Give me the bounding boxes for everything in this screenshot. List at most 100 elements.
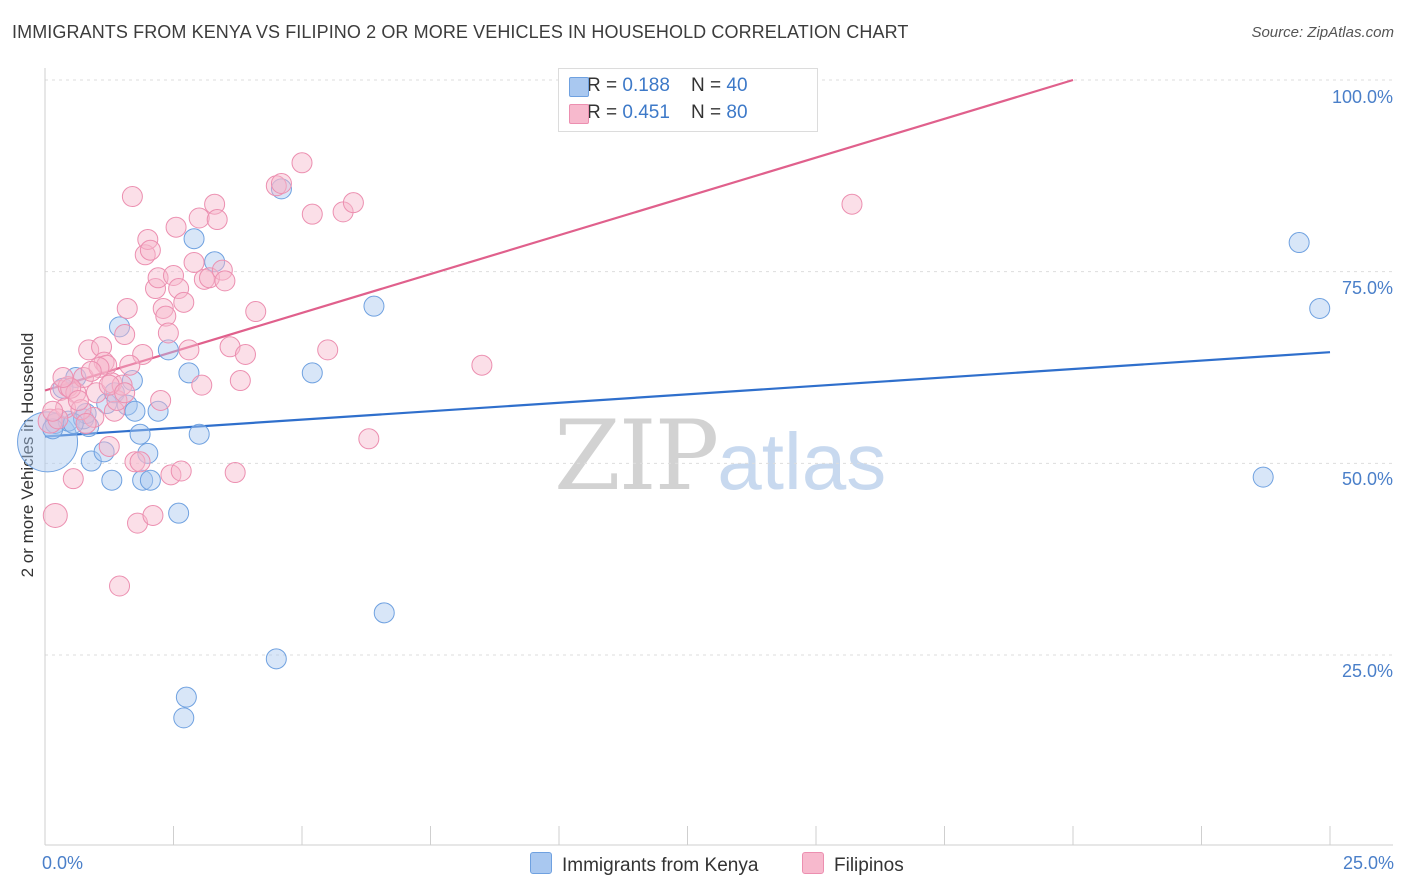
filipinos-point [214,270,236,292]
filipinos-point [137,228,159,250]
chart-title: IMMIGRANTS FROM KENYA VS FILIPINO 2 OR M… [12,22,909,42]
axes [44,68,1393,846]
filipinos-point [52,366,74,388]
filipinos-point [183,251,205,273]
filipinos-point [114,382,136,404]
legend-item-kenya[interactable]: Immigrants from Kenya [530,852,758,877]
n-value: 40 [726,75,748,96]
filipinos-point [157,322,179,344]
filipinos-point [142,504,164,526]
filipinos-point [206,209,228,231]
kenya-point [301,362,323,384]
filipinos-point [80,360,102,382]
filipinos-point [119,354,141,376]
trend-lines [44,78,1331,438]
kenya-point [265,648,287,670]
source-label: Source: ZipAtlas.com [1251,24,1394,41]
y-tick-label: 75.0% [1341,278,1393,298]
kenya-point [1252,466,1274,488]
kenya-point [121,370,143,392]
x-tick-label: 0.0% [42,853,84,873]
kenya-point [183,228,205,250]
y-tick-label: 50.0% [1341,469,1393,489]
filipinos-point [145,278,167,300]
filipinos-point [163,265,184,286]
stats-row-kenya: R = 0.188 N = 40 [569,75,748,101]
filipinos-point [245,301,267,323]
filipinos-point [111,374,133,396]
filipinos-point [841,193,863,215]
filipinos-point [198,267,220,289]
filipinos-point [317,339,339,361]
filipinos-point [170,460,192,482]
legend-item-filipinos[interactable]: Filipinos [802,852,904,877]
filipinos-point [60,377,82,399]
legend-swatch-kenya [530,852,552,874]
r-label: R = [587,75,623,96]
kenya-point [42,418,64,440]
filipinos-point [173,291,195,313]
kenya-point [1309,297,1331,319]
filipinos-point [42,400,64,422]
filipinos-point [114,324,136,346]
filipinos-point [155,305,177,327]
r-value: 0.188 [622,75,670,96]
filipinos-point [178,339,200,361]
filipinos-point [219,336,241,358]
filipinos-point [124,451,146,473]
stats-box: R = 0.188 N = 40 R = 0.451 N = 80 [558,68,818,132]
kenya-point [168,502,190,524]
kenya-point [139,469,161,491]
kenya-point [137,442,159,464]
gridlines [45,79,1393,656]
kenya-point [129,423,151,445]
kenya-point [178,362,200,384]
filipinos-point [42,502,68,528]
kenya-trend-line [44,351,1331,438]
filipinos-point [139,239,161,261]
filipinos-point [116,297,138,319]
filipinos-point [165,216,187,238]
data-points [17,152,1331,729]
filipinos-point [358,428,380,450]
filipinos-point [62,468,84,490]
legend-label-filipinos: Filipinos [834,855,904,876]
legend-swatch-filipinos [802,852,824,874]
filipinos-point [147,267,169,289]
filipinos-point [342,192,364,214]
kenya-point [204,251,226,273]
filipinos-point [127,512,149,534]
filipinos-point [85,382,107,404]
filipinos-point [55,397,77,419]
kenya-point [173,707,195,729]
filipinos-point [234,343,256,365]
y-tick-label: 25.0% [1341,661,1393,681]
kenya-point [1288,232,1310,254]
filipinos-point [168,278,190,300]
watermark-zip: ZIP [554,400,719,512]
filipinos-point [150,389,172,411]
stats-row-filipinos: R = 0.451 N = 80 [569,102,748,128]
filipinos-point [224,462,246,484]
filipinos-point [204,193,226,215]
n-value: 80 [726,102,748,123]
filipinos-point [78,339,100,361]
kenya-point [101,469,123,491]
filipinos-point [229,370,251,392]
kenya-point [157,339,179,361]
filipinos-point [301,203,323,225]
watermark-atlas: atlas [717,417,887,506]
x-tick-label: 25.0% [1342,853,1394,873]
kenya-point [175,686,197,708]
r-label: R = [587,102,623,123]
r-value: 0.451 [622,102,670,123]
filipinos-point [67,389,89,411]
filipinos-point [188,207,210,229]
filipinos-point [191,374,213,396]
n-label: N = [691,75,727,96]
kenya-point [188,423,210,445]
kenya-point [132,469,154,491]
watermark: ZIPatlas [554,400,886,512]
filipinos-point [98,374,120,396]
